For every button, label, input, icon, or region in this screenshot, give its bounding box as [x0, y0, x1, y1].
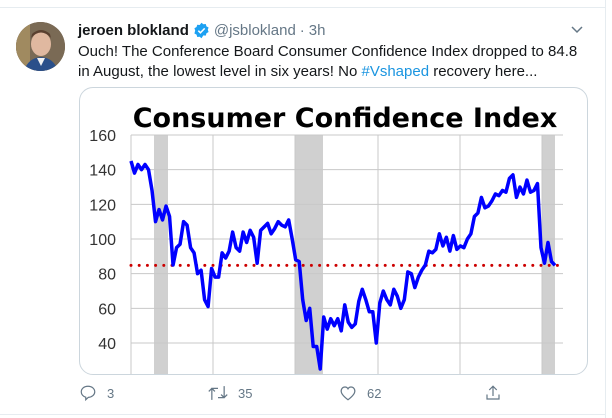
more-options-chevron-down-icon[interactable]	[570, 22, 584, 38]
consumer-confidence-chart: 160 140 120 100 80 60 40 Consumer Confidence I…	[89, 103, 563, 374]
author-handle[interactable]: @jsblokland	[213, 22, 296, 39]
y-tick-label: 160	[89, 128, 116, 145]
verified-badge-icon	[194, 22, 209, 39]
reply-count: 3	[107, 385, 115, 401]
retweet-button[interactable]: 35	[208, 384, 252, 402]
avatar-photo-icon	[16, 22, 65, 71]
tweet-actions: 3 35 62	[0, 384, 612, 406]
y-tick-label: 100	[89, 232, 116, 249]
chart-title: Consumer Confidence Index	[133, 103, 558, 134]
right-divider	[605, 0, 606, 418]
top-divider	[0, 7, 606, 8]
recession-band	[295, 135, 323, 374]
hashtag-link[interactable]: #Vshaped	[361, 63, 430, 80]
y-tick-label: 60	[98, 301, 116, 318]
like-button[interactable]: 62	[339, 384, 381, 402]
share-button[interactable]	[484, 384, 502, 402]
reply-bubble-icon	[80, 385, 96, 402]
y-tick-label: 40	[98, 336, 116, 353]
retweet-icon	[208, 386, 228, 400]
chart-image-card[interactable]: 160 140 120 100 80 60 40 Consumer Confidence I…	[79, 87, 588, 375]
y-tick-label: 140	[89, 163, 116, 180]
author-name[interactable]: jeroen blokland	[78, 22, 189, 39]
tweet-text-before: Ouch! The Conference Board Consumer Conf…	[78, 43, 578, 80]
retweet-count: 35	[238, 385, 253, 401]
heart-icon	[340, 386, 356, 401]
tweet-time[interactable]: 3h	[308, 22, 326, 39]
recession-band	[154, 135, 168, 374]
series-line	[129, 160, 557, 371]
y-tick-label: 80	[98, 267, 116, 284]
separator-dot: ·	[299, 22, 305, 39]
reply-button[interactable]: 3	[79, 384, 114, 402]
y-tick-label: 120	[89, 197, 116, 214]
share-upload-icon	[486, 385, 500, 400]
bottom-divider	[0, 414, 606, 415]
tweet-text: Ouch! The Conference Board Consumer Conf…	[78, 42, 588, 82]
like-count: 62	[367, 385, 382, 401]
tweet-header: jeroen blokland @jsblokland · 3h	[78, 22, 325, 39]
tweet-text-after: recovery here...	[429, 63, 538, 80]
avatar[interactable]	[16, 22, 65, 71]
